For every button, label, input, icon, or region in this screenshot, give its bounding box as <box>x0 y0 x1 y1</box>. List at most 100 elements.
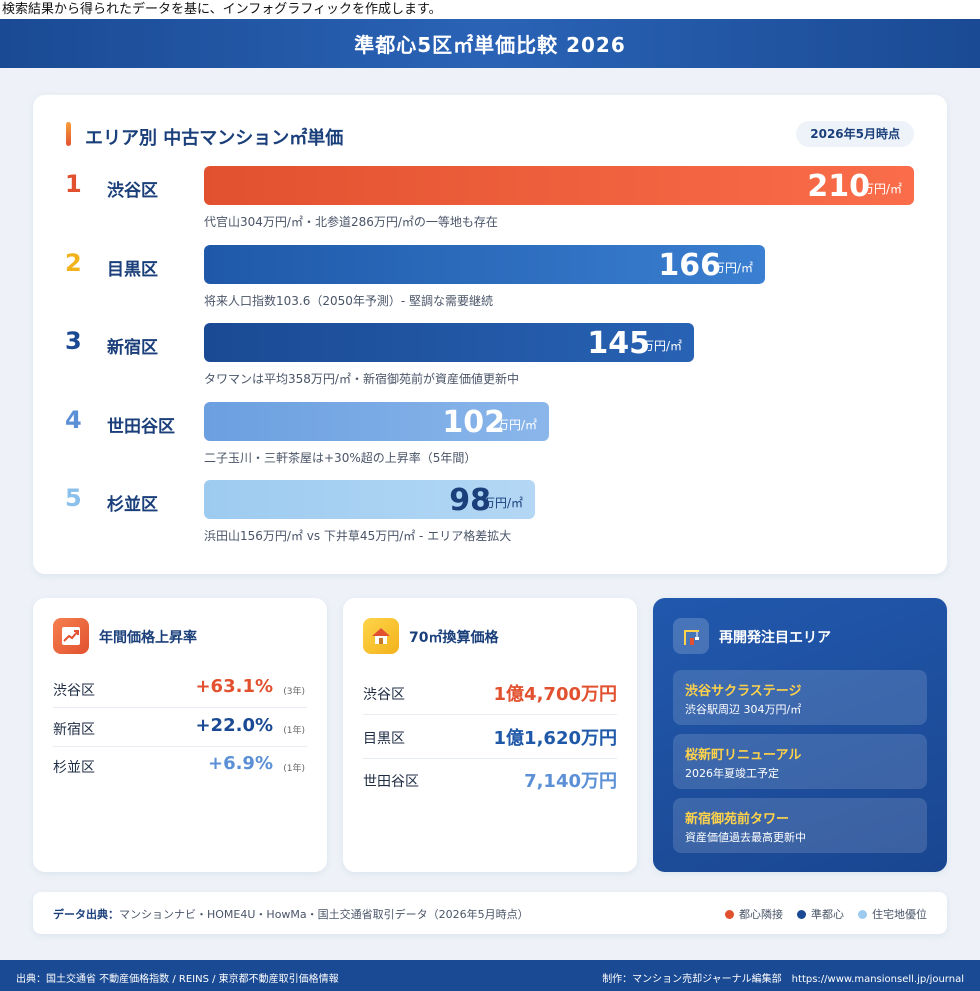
growth-period: (3年) <box>283 687 305 697</box>
ward-note: 代官山304万円/㎡・北参道286万円/㎡の一等地も存在 <box>204 215 498 229</box>
redevelop-desc: 渋谷駅周辺 304万円/㎡ <box>685 703 802 716</box>
value-bar: 166 万円/㎡ <box>204 244 765 284</box>
source-bar: データ出典：マンションナビ・HOME4U・HowMa・国土交通省取引データ（20… <box>33 892 947 934</box>
growth-value: +6.9% <box>207 753 273 774</box>
redevelop-name: 渋谷サクラステージ <box>685 684 802 699</box>
value-bar: 210 万円/㎡ <box>204 166 914 205</box>
footer-credit: 制作：マンション売却ジャーナル編集部 https://www.mansionse… <box>602 974 964 985</box>
ward-name: 渋谷区 <box>53 683 95 699</box>
rank-number: 5 <box>65 484 82 512</box>
page-title: 準都心5区㎡単価比較 2026 <box>354 33 626 57</box>
bar-track: 102 万円/㎡ <box>204 401 914 441</box>
footer-source: 出典：国土交通省 不動産価格指数 / REINS / 東京都不動産取引価格情報 <box>16 974 339 985</box>
ward-name: 杉並区 <box>107 495 158 515</box>
ward-note: タワマンは平均358万円/㎡・新宿御苑前が資産価値更新中 <box>204 372 519 386</box>
bar-value: 145 <box>587 326 650 361</box>
bar-unit: 万円/㎡ <box>641 339 682 353</box>
ward-name: 渋谷区 <box>107 181 158 201</box>
crane-icon <box>673 618 709 654</box>
price70-card: 70㎡換算価格 渋谷区 1億4,700万円目黒区 1億1,620万円世田谷区 7,14… <box>343 598 637 872</box>
legend-dot-icon <box>725 909 734 919</box>
growth-row: 渋谷区 +63.1% (3年) <box>53 670 307 708</box>
legend-label: 準都心 <box>811 908 844 921</box>
price-row: 渋谷区 1億4,700万円 <box>363 672 617 715</box>
redevelop-desc: 資産価値過去最高更新中 <box>685 831 806 844</box>
bar-value: 166 <box>658 247 721 283</box>
page-footer: 出典：国土交通省 不動産価格指数 / REINS / 東京都不動産取引価格情報 … <box>0 960 980 991</box>
value-bar: 145 万円/㎡ <box>204 323 694 362</box>
bar-value: 98 <box>449 483 491 518</box>
legend-dot-icon <box>797 909 806 919</box>
bar-unit: 万円/㎡ <box>496 417 537 432</box>
ward-name: 新宿区 <box>53 721 95 738</box>
source-label: データ出典： <box>53 908 119 921</box>
page-caption: 検索結果から得られたデータを基に、インフォグラフィックを作成します。 <box>0 0 980 19</box>
legend-item: 準都心 <box>797 906 844 922</box>
ward-name: 目黒区 <box>107 259 158 280</box>
redevelop-title: 再開発注目エリア <box>719 630 831 646</box>
house-icon <box>363 618 399 654</box>
ranking-row: 2 目黒区 166 万円/㎡ 将来人口指数103.6（2050年予測）- 堅調な需要継続 <box>33 244 947 325</box>
source-text: データ出典：マンションナビ・HOME4U・HowMa・国土交通省取引データ（20… <box>53 906 529 922</box>
redevelop-item: 桜新町リニューアル 2026年夏竣工予定 <box>673 734 927 789</box>
legend: 都心隣接 準都心 住宅地優位 <box>725 906 927 922</box>
redevelop-desc: 2026年夏竣工予定 <box>685 767 779 780</box>
growth-value: +63.1% <box>195 676 273 697</box>
bar-unit: 万円/㎡ <box>482 496 523 510</box>
ward-name: 世田谷区 <box>363 774 419 790</box>
bar-track: 210 万円/㎡ <box>204 166 914 205</box>
growth-card: 年間価格上昇率 渋谷区 +63.1% (3年) 新宿区 +22.0% (1年) 杉並区 +6.… <box>33 598 327 872</box>
price70-title: 70㎡換算価格 <box>409 630 499 646</box>
legend-label: 都心隣接 <box>739 908 783 921</box>
ward-note: 浜田山156万円/㎡ vs 下井草45万円/㎡ - エリア格差拡大 <box>204 529 512 543</box>
growth-period: (1年) <box>283 764 305 774</box>
bar-unit: 万円/㎡ <box>712 260 753 275</box>
chart-up-icon <box>53 618 89 654</box>
source-content: マンションナビ・HOME4U・HowMa・国土交通省取引データ（2026年5月時… <box>119 908 529 921</box>
ward-name: 世田谷区 <box>107 416 175 437</box>
ward-name: 新宿区 <box>107 338 158 358</box>
ward-name: 杉並区 <box>53 760 95 776</box>
ranking-card: エリア別 中古マンション㎡単価 2026年5月時点 1 渋谷区 210 万円/㎡ 代官山… <box>33 95 947 574</box>
price-value: 1億1,620万円 <box>493 727 617 749</box>
bar-track: 98 万円/㎡ <box>204 480 914 519</box>
price-value: 1億4,700万円 <box>493 684 617 705</box>
legend-item: 住宅地優位 <box>858 906 927 922</box>
legend-item: 都心隣接 <box>725 906 783 922</box>
value-bar: 98 万円/㎡ <box>204 480 535 519</box>
bar-value: 210 <box>807 169 870 204</box>
page-header: 準都心5区㎡単価比較 2026 <box>0 19 980 68</box>
ward-note: 二子玉川・三軒茶屋は+30%超の上昇率（5年間） <box>204 450 477 465</box>
bar-track: 145 万円/㎡ <box>204 323 914 362</box>
growth-title: 年間価格上昇率 <box>99 630 197 646</box>
redevelop-item: 渋谷サクラステージ 渋谷駅周辺 304万円/㎡ <box>673 670 927 725</box>
growth-period: (1年) <box>283 725 305 736</box>
ward-name: 渋谷区 <box>363 687 405 703</box>
growth-row: 杉並区 +6.9% (1年) <box>53 747 307 785</box>
legend-dot-icon <box>858 909 867 919</box>
date-badge: 2026年5月時点 <box>796 121 914 147</box>
redevelop-name: 桜新町リニューアル <box>685 748 802 763</box>
growth-value: +22.0% <box>195 714 273 736</box>
redevelop-name: 新宿御苑前タワー <box>685 812 790 827</box>
bar-track: 166 万円/㎡ <box>204 244 914 284</box>
rank-number: 3 <box>65 327 82 355</box>
legend-label: 住宅地優位 <box>872 908 927 921</box>
rank-number: 1 <box>65 170 82 198</box>
value-bar: 102 万円/㎡ <box>204 401 549 441</box>
ranking-title: エリア別 中古マンション㎡単価 <box>85 128 344 149</box>
price-row: 目黒区 1億1,620万円 <box>363 716 617 759</box>
bar-unit: 万円/㎡ <box>861 182 902 196</box>
bar-value: 102 <box>442 404 505 440</box>
rank-number: 2 <box>65 248 82 277</box>
ward-name: 目黒区 <box>363 730 405 747</box>
growth-row: 新宿区 +22.0% (1年) <box>53 709 307 747</box>
price-value: 7,140万円 <box>524 771 617 792</box>
title-accent-bar <box>66 122 71 146</box>
redevelop-card: 再開発注目エリア 渋谷サクラステージ 渋谷駅周辺 304万円/㎡ 桜新町リニューアル… <box>653 598 947 872</box>
price-row: 世田谷区 7,140万円 <box>363 759 617 802</box>
rank-number: 4 <box>65 405 82 434</box>
